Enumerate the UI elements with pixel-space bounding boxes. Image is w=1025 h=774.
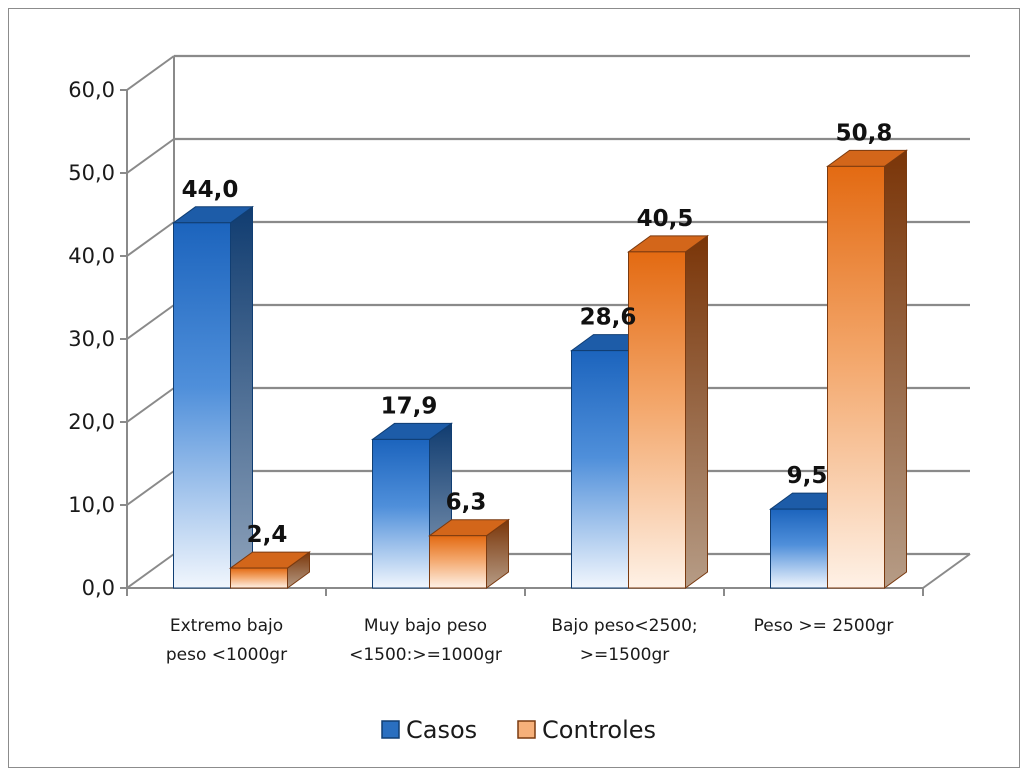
side-wall-line [126,138,175,174]
chart-axes [120,89,924,596]
bar-casos-2 [370,422,454,589]
data-label: 40,5 [637,206,694,232]
legend-item-controles: Controles [517,716,656,744]
legend-swatch [381,720,400,739]
bar-front [827,165,885,589]
bar-front [173,222,231,589]
data-label: 50,8 [836,120,893,146]
x-category-label: Peso >= 2500gr [754,616,894,636]
y-tick-label: 10,0 [68,493,115,517]
data-label: 9,5 [787,463,828,489]
bar-side [884,149,907,589]
bar-casos-1 [171,205,255,589]
legend-label: Controles [542,716,656,744]
bar-controles-2 [427,518,511,589]
side-wall-line [126,304,175,340]
bar-controles-4 [825,149,909,589]
data-label: 6,3 [446,490,487,516]
side-wall-line [126,221,175,257]
x-category-label: Extremo bajo [170,616,283,636]
data-label: 2,4 [247,522,288,548]
y-tick-label: 20,0 [68,410,115,434]
bar-front [429,535,487,589]
x-category-label: >=1500gr [580,645,670,665]
data-label: 28,6 [580,305,637,331]
legend: Casos Controles [381,716,656,744]
bar-side [685,234,708,589]
bar-front [770,508,828,589]
side-wall-line [126,387,175,423]
side-wall-line [126,55,175,91]
bar-front [230,567,288,589]
x-category-label: peso <1000gr [166,645,287,665]
bar-controles-3 [626,234,710,589]
y-tick-label: 50,0 [68,161,115,185]
bar-controles-1 [228,551,312,589]
data-label: 44,0 [182,177,239,203]
floor-edge [922,553,971,589]
x-category-label: <1500:>=1000gr [349,645,502,665]
legend-swatch [517,720,536,739]
y-tick-label: 0,0 [82,576,115,600]
y-tick-label: 40,0 [68,244,115,268]
bar-front [372,438,430,589]
x-category-label: Muy bajo peso [364,616,487,636]
bar-front [628,251,686,589]
side-wall-line [126,553,175,589]
chart-labels: 0,0 10,0 20,0 30,0 40,0 50,0 60,0 44,0 2,4 Extrem… [68,78,893,665]
x-category-label: Bajo peso<2500; [551,616,697,636]
side-wall-line [126,470,175,506]
y-tick-label: 30,0 [68,327,115,351]
data-label: 17,9 [381,393,438,419]
legend-item-casos: Casos [381,716,477,744]
y-tick-label: 60,0 [68,78,115,102]
bar-front [571,350,629,589]
chart-bars [171,149,909,589]
legend-label: Casos [406,716,477,744]
